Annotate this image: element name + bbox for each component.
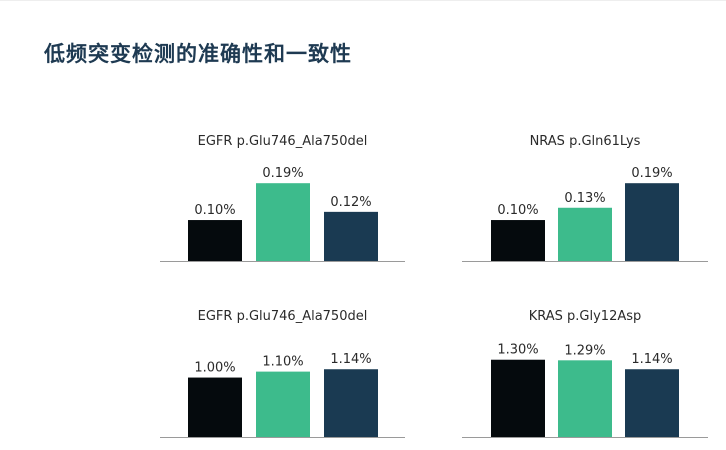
chart-panel-2: NRAS p.Gln61Lys 0.10% 0.13% 0.19% — [462, 134, 708, 262]
bar-3 — [625, 183, 679, 261]
data-label: 0.13% — [564, 191, 605, 206]
data-label: 0.10% — [497, 203, 538, 218]
page-title: 低频突变检测的准确性和一致性 — [44, 42, 352, 66]
chart-title: NRAS p.Gln61Lys — [530, 134, 641, 149]
chart-panel-3: EGFR p.Glu746_Ala750del 1.00% 1.10% 1.14% — [160, 309, 405, 438]
data-label: 0.10% — [194, 203, 235, 218]
bar-1 — [188, 377, 242, 437]
data-label: 1.30% — [497, 343, 538, 358]
data-label: 1.10% — [262, 355, 303, 370]
bar-2 — [558, 207, 612, 261]
bar-2 — [558, 360, 612, 437]
bar-2 — [256, 183, 310, 261]
chart-title: EGFR p.Glu746_Ala750del — [198, 309, 368, 324]
bar-3 — [625, 369, 679, 437]
bar-1 — [491, 220, 545, 261]
data-label: 0.19% — [631, 166, 672, 181]
bar-3 — [324, 369, 378, 437]
bar-3 — [324, 211, 378, 261]
data-label: 0.12% — [330, 195, 371, 210]
data-label: 0.19% — [262, 166, 303, 181]
data-label: 1.14% — [330, 352, 371, 367]
chart-panel-4: KRAS p.Gly12Asp 1.30% 1.29% 1.14% — [462, 309, 708, 438]
bar-2 — [256, 371, 310, 437]
chart-title: KRAS p.Gly12Asp — [529, 309, 642, 324]
top-divider — [0, 0, 726, 1]
data-label: 1.00% — [194, 361, 235, 376]
data-label: 1.14% — [631, 352, 672, 367]
chart-title: EGFR p.Glu746_Ala750del — [198, 134, 368, 149]
bar-1 — [188, 220, 242, 261]
bar-1 — [491, 359, 545, 437]
chart-panel-1: EGFR p.Glu746_Ala750del 0.10% 0.19% 0.12% — [160, 134, 405, 262]
data-label: 1.29% — [564, 343, 605, 358]
